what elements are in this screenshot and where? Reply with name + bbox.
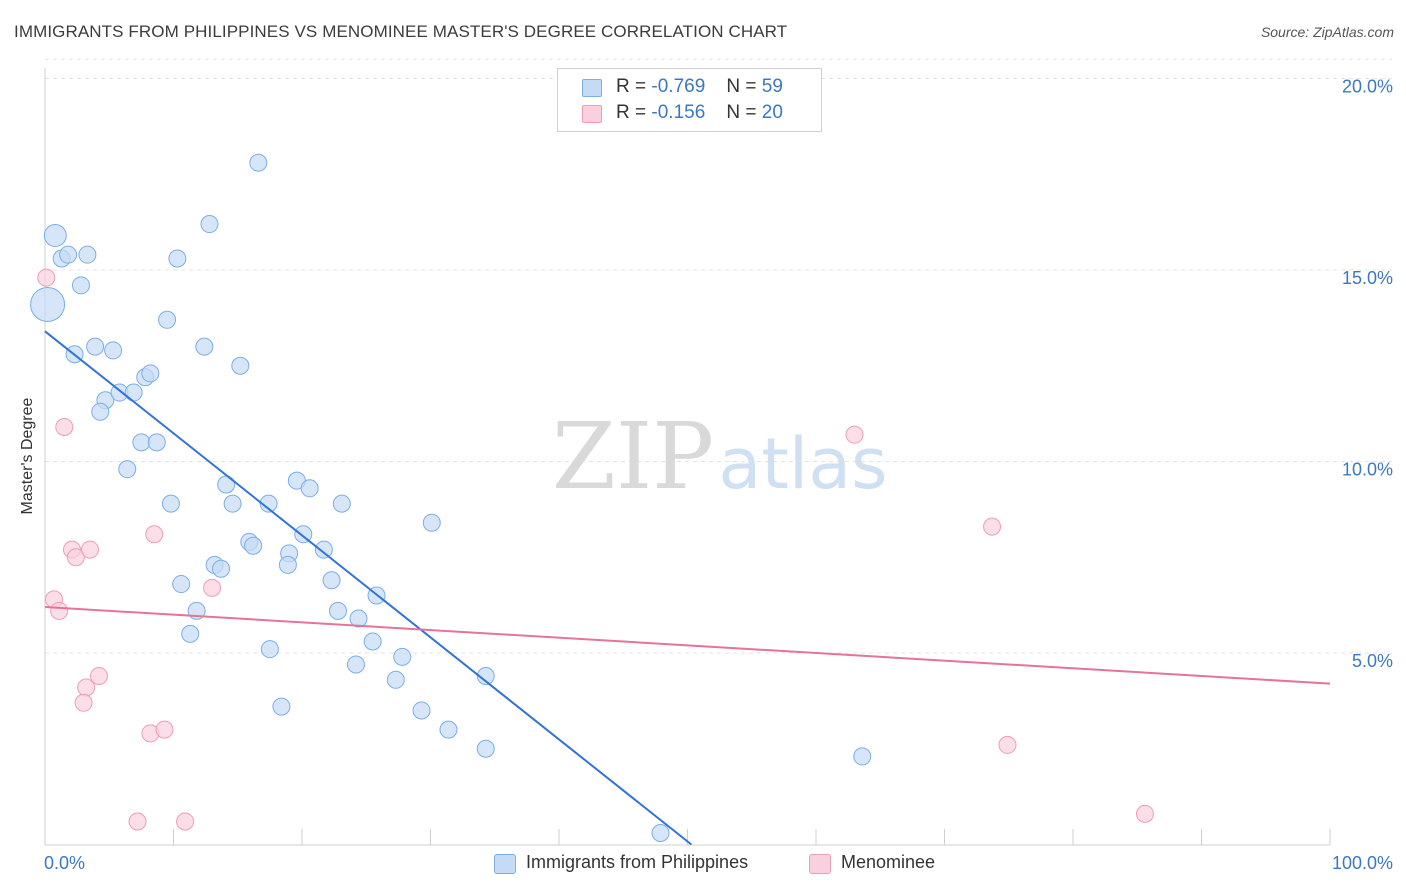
legend-label: Menominee <box>841 852 936 872</box>
y-tick-label: 15.0% <box>1342 268 1393 288</box>
n-value: 20 <box>761 102 783 123</box>
data-point-blue[interactable] <box>158 310 177 329</box>
data-point-blue[interactable] <box>328 601 347 620</box>
n-label: N = <box>726 102 757 123</box>
data-point-pink[interactable] <box>845 425 864 444</box>
y-tick-label: 10.0% <box>1342 460 1393 480</box>
r-label: R = <box>616 76 647 97</box>
data-point-blue[interactable] <box>200 215 219 234</box>
trend-line-blue <box>44 330 692 846</box>
data-point-blue[interactable] <box>412 701 431 720</box>
stats-box: R = -0.769 N = 59 R = -0.156 N = 20 <box>557 68 822 132</box>
data-point-blue[interactable] <box>322 571 341 590</box>
data-point-blue[interactable] <box>272 697 291 716</box>
data-point-pink[interactable] <box>983 517 1002 536</box>
data-point-blue[interactable] <box>278 555 297 574</box>
data-point-blue[interactable] <box>260 640 279 659</box>
data-point-pink[interactable] <box>55 418 74 437</box>
data-point-blue[interactable] <box>212 559 231 578</box>
data-point-pink[interactable] <box>128 812 147 831</box>
legend-label: Immigrants from Philippines <box>526 852 749 872</box>
data-point-blue[interactable] <box>300 479 319 498</box>
x-tick-label: 100.0% <box>1332 853 1393 873</box>
data-point-blue[interactable] <box>78 245 97 264</box>
data-point-pink[interactable] <box>50 601 69 620</box>
source-label: Source: ZipAtlas.com <box>1260 24 1394 40</box>
data-point-blue[interactable] <box>217 475 236 494</box>
y-axis-label: Master's Degree <box>19 397 36 515</box>
data-point-blue[interactable] <box>147 433 166 452</box>
data-point-blue[interactable] <box>422 513 441 532</box>
data-point-blue[interactable] <box>223 494 242 513</box>
data-point-pink[interactable] <box>1135 804 1154 823</box>
data-point-blue[interactable] <box>386 670 405 689</box>
data-point-blue[interactable] <box>181 624 200 643</box>
pink-swatch <box>809 854 831 874</box>
data-point-blue[interactable] <box>91 402 110 421</box>
data-point-blue[interactable] <box>314 540 333 559</box>
data-point-pink[interactable] <box>89 666 108 685</box>
r-value: -0.769 <box>651 76 706 97</box>
data-point-pink[interactable] <box>77 678 96 697</box>
data-point-pink[interactable] <box>66 548 85 567</box>
data-point-pink[interactable] <box>74 693 93 712</box>
data-point-blue[interactable] <box>439 720 458 739</box>
n-value: 59 <box>761 76 783 97</box>
data-point-blue[interactable] <box>393 647 412 666</box>
data-point-blue[interactable] <box>346 655 365 674</box>
data-point-blue[interactable] <box>172 575 191 594</box>
data-point-blue[interactable] <box>476 739 495 758</box>
blue-swatch <box>582 79 602 97</box>
data-point-blue[interactable] <box>30 286 66 322</box>
data-point-pink[interactable] <box>203 578 222 597</box>
data-point-blue[interactable] <box>161 494 180 513</box>
r-value: -0.156 <box>651 102 706 123</box>
r-label: R = <box>616 102 647 123</box>
n-label: N = <box>726 76 757 97</box>
data-point-blue[interactable] <box>59 245 78 264</box>
data-point-blue[interactable] <box>249 153 268 172</box>
data-point-blue[interactable] <box>124 383 143 402</box>
data-point-blue[interactable] <box>231 356 250 375</box>
data-point-pink[interactable] <box>145 525 164 544</box>
x-tick-label: 0.0% <box>44 853 85 873</box>
data-point-blue[interactable] <box>168 249 187 268</box>
data-point-blue[interactable] <box>132 433 151 452</box>
data-point-blue[interactable] <box>244 536 263 555</box>
data-point-blue[interactable] <box>43 224 67 248</box>
data-point-blue[interactable] <box>104 341 123 360</box>
data-point-blue[interactable] <box>332 494 351 513</box>
data-point-pink[interactable] <box>998 735 1017 754</box>
blue-swatch <box>494 854 516 874</box>
data-point-pink[interactable] <box>37 268 56 287</box>
data-point-blue[interactable] <box>651 824 670 843</box>
data-point-blue[interactable] <box>141 364 160 383</box>
data-point-pink[interactable] <box>155 720 174 739</box>
data-point-blue[interactable] <box>86 337 105 356</box>
pink-swatch <box>582 105 602 123</box>
data-point-pink[interactable] <box>80 540 99 559</box>
data-point-blue[interactable] <box>195 337 214 356</box>
trend-line-pink <box>44 606 1331 685</box>
data-point-blue[interactable] <box>118 460 137 479</box>
y-tick-label: 20.0% <box>1342 77 1393 97</box>
watermark-zip: ZIP <box>552 403 714 510</box>
chart-title: IMMIGRANTS FROM PHILIPPINES VS MENOMINEE… <box>14 22 788 41</box>
data-point-blue[interactable] <box>71 276 90 295</box>
data-point-blue[interactable] <box>349 609 368 628</box>
legend: Immigrants from Philippines Menominee <box>0 852 1406 878</box>
data-point-blue[interactable] <box>363 632 382 651</box>
y-tick-label: 5.0% <box>1352 651 1393 671</box>
data-point-blue[interactable] <box>259 494 278 513</box>
data-point-blue[interactable] <box>476 666 495 685</box>
data-point-blue[interactable] <box>853 747 872 766</box>
data-point-pink[interactable] <box>176 812 195 831</box>
